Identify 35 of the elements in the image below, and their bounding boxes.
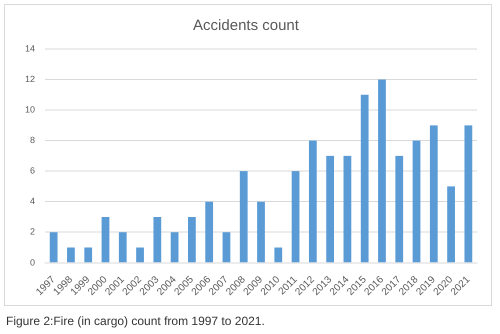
bar [188, 216, 196, 262]
bar [136, 248, 144, 262]
bar [50, 232, 58, 262]
y-tick-label: 0 [30, 257, 36, 268]
y-tick-label: 2 [30, 226, 36, 237]
bar [67, 248, 75, 262]
y-tick-label: 8 [30, 135, 36, 146]
bar [308, 140, 317, 262]
bar [326, 156, 334, 262]
bar [153, 216, 162, 262]
bar [430, 125, 438, 262]
bar [222, 232, 230, 262]
y-tick-label: 10 [24, 104, 36, 115]
bar [378, 80, 386, 262]
bar [360, 94, 369, 262]
bar [84, 248, 92, 262]
bar [257, 202, 265, 262]
bar [118, 232, 127, 262]
y-tick-label: 4 [30, 196, 36, 206]
bar [240, 171, 248, 262]
bar [412, 140, 420, 262]
bar [102, 216, 110, 262]
chart-title: Accidents count [193, 17, 300, 34]
y-tick-label: 6 [30, 166, 36, 176]
bar [170, 232, 178, 262]
y-tick-label: 14 [24, 43, 36, 54]
bar [447, 186, 455, 262]
bar [205, 202, 214, 262]
y-tick-label: 12 [24, 74, 36, 84]
bar [274, 248, 282, 262]
bar [464, 125, 472, 262]
bar [292, 171, 300, 262]
bar [395, 156, 404, 262]
bar [344, 156, 352, 262]
caption: Figure 2:Fire (in cargo) count from 1997 to 2021. [6, 314, 265, 328]
